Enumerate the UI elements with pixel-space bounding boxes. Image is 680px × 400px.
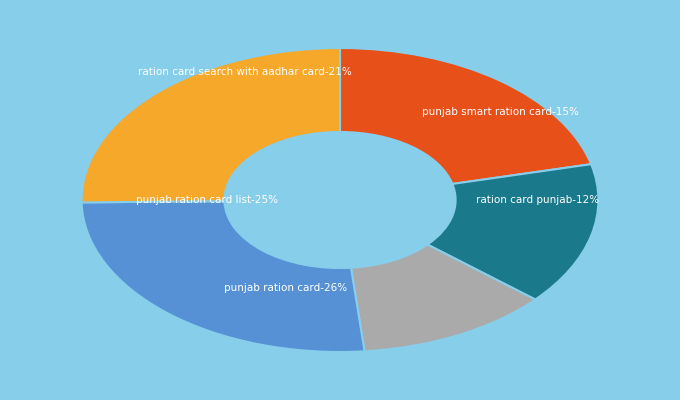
Wedge shape bbox=[340, 48, 591, 184]
Wedge shape bbox=[82, 48, 340, 202]
Wedge shape bbox=[351, 244, 535, 351]
Wedge shape bbox=[82, 201, 364, 352]
Text: ration card search with aadhar card-21%: ration card search with aadhar card-21% bbox=[138, 67, 352, 77]
Text: punjab ration card-26%: punjab ration card-26% bbox=[224, 283, 347, 293]
Wedge shape bbox=[427, 164, 598, 300]
Text: punjab ration card list-25%: punjab ration card list-25% bbox=[136, 195, 278, 205]
Text: punjab smart ration card-15%: punjab smart ration card-15% bbox=[422, 107, 579, 117]
Text: ration card punjab-12%: ration card punjab-12% bbox=[476, 195, 599, 205]
